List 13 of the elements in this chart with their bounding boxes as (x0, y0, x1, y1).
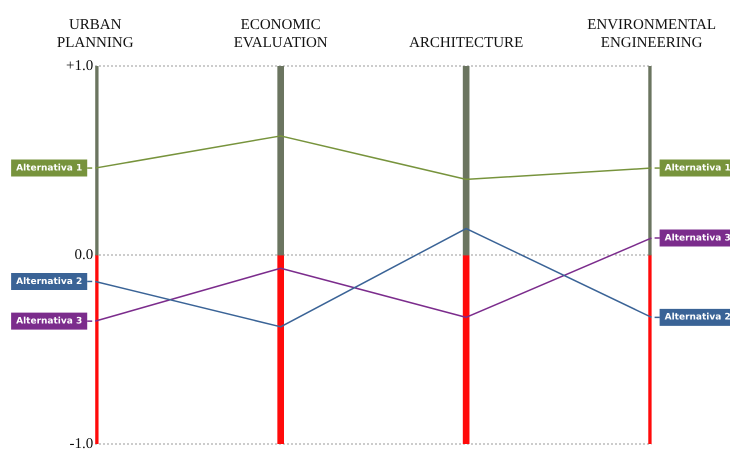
y-tick-label: -1.0 (69, 436, 94, 452)
y-tick-label: +1.0 (66, 58, 94, 74)
legend-label: Alternativa 3 (664, 233, 730, 244)
x-tick-label: URBAN PLANNING (56, 16, 134, 51)
legend-label: Alternativa 1 (664, 163, 730, 174)
text: Alternativa 3 (16, 316, 82, 326)
text: Alternativa 2 (16, 276, 82, 287)
x-tick-label: ENVIRONMENTAL ENGINEERING (587, 16, 716, 51)
x-tick-label: ECONOMIC EVALUATION (234, 16, 328, 51)
legend-label: Alternativa 2 (664, 312, 730, 323)
text: Alternativa 1 (16, 163, 82, 174)
x-tick-label: ARCHITECTURE (409, 34, 524, 51)
y-tick-label: 0.0 (74, 246, 94, 263)
